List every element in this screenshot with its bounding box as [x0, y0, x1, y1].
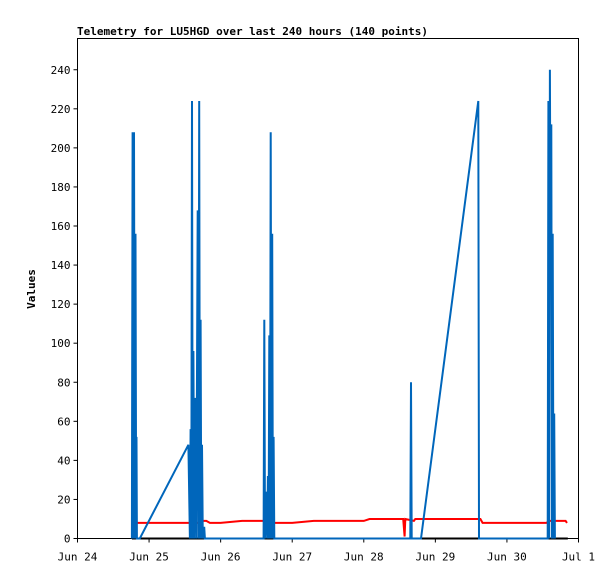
y-tick-label: 120 — [51, 298, 71, 311]
x-tick-label: Jun 28 — [344, 551, 384, 564]
y-tick-label: 200 — [51, 142, 71, 155]
x-tick-label: Jun 26 — [201, 551, 241, 564]
plot-area-border — [77, 38, 579, 539]
y-tick-label: 100 — [51, 337, 71, 350]
x-tick-label: Jun 30 — [487, 551, 527, 564]
series-line-2 — [131, 517, 568, 537]
y-tick-label: 140 — [51, 259, 71, 272]
x-tick-label: Jun 27 — [272, 551, 312, 564]
y-tick-label: 180 — [51, 181, 71, 194]
series-layer — [130, 69, 568, 540]
series-line-3 — [130, 69, 556, 540]
y-tick-label: 160 — [51, 220, 71, 233]
y-tick-label: 0 — [64, 533, 71, 546]
y-tick-label: 60 — [57, 415, 70, 428]
chart-title: Telemetry for LU5HGD over last 240 hours… — [77, 25, 428, 38]
y-tick-label: 20 — [57, 493, 70, 506]
x-tick-label: Jun 25 — [129, 551, 169, 564]
y-tick-label: 80 — [57, 376, 70, 389]
y-axis: 0 20 40 60 80 100 120 140 160 180 200 220 240 — [51, 64, 78, 546]
x-tick-label: Jul 1 — [562, 551, 595, 564]
y-tick-label: 220 — [51, 103, 71, 116]
x-axis: Jun 24 Jun 25 Jun 26 Jun 27 Jun 28 Jun 29 Jun … — [58, 538, 595, 564]
y-tick-label: 40 — [57, 454, 70, 467]
y-tick-label: 240 — [51, 64, 71, 77]
y-axis-label: Values — [25, 269, 38, 309]
x-tick-label: Jun 29 — [415, 551, 455, 564]
x-tick-label: Jun 24 — [58, 551, 98, 564]
